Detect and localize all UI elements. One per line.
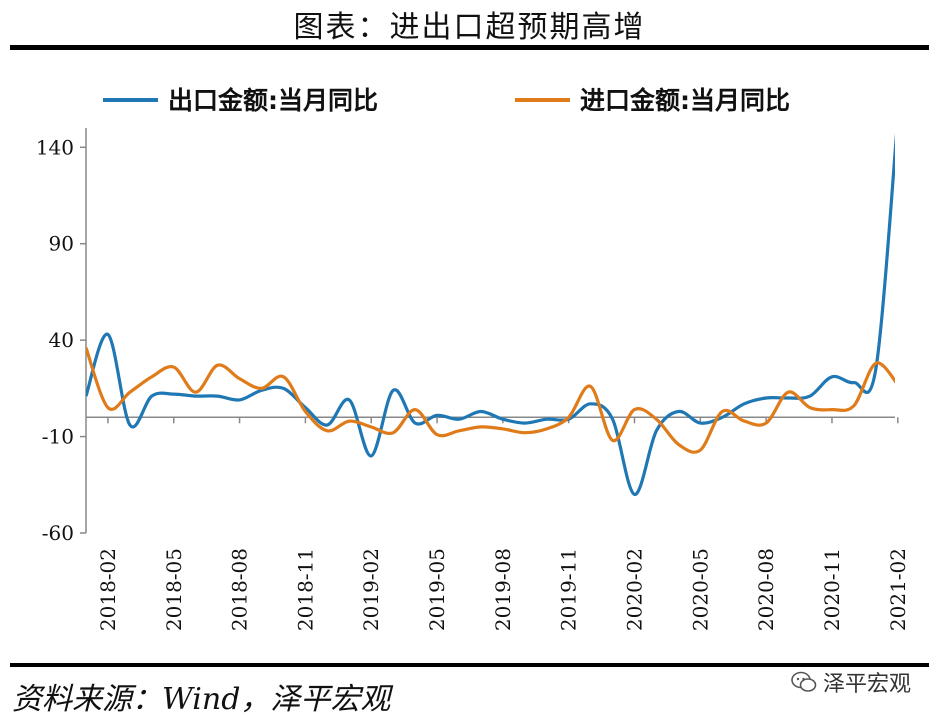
top-rule: [10, 45, 929, 50]
y-tick-label: -10: [42, 425, 74, 449]
x-tick-label: 2018-02: [96, 548, 120, 631]
line-chart: 出口金额:当月同比 进口金额:当月同比 -60 -10 40 90 140 2018-02 2…: [36, 86, 910, 631]
x-tick-label: 2018-11: [293, 548, 317, 631]
y-tick-label: 140: [36, 135, 74, 159]
wechat-icon: [791, 671, 817, 692]
series-line-export: [86, 132, 895, 497]
y-tick-label: 40: [49, 328, 74, 352]
legend-label-export: 出口金额:当月同比: [168, 86, 378, 115]
x-tick-label: 2018-05: [162, 548, 186, 631]
x-tick-label: 2020-05: [688, 548, 712, 631]
source-note: 资料来源：Wind，泽平宏观: [12, 682, 391, 717]
legend: 出口金额:当月同比 进口金额:当月同比: [103, 86, 790, 115]
x-tick-label: 2020-11: [820, 548, 844, 631]
bottom-rule: [10, 663, 929, 667]
watermark-text: 泽平宏观: [822, 672, 911, 697]
series-line-import: [86, 347, 895, 454]
x-tick-label: 2020-08: [754, 548, 778, 631]
x-tick-label: 2020-02: [623, 548, 647, 631]
x-tick-label: 2019-05: [425, 548, 449, 631]
watermark: 泽平宏观: [791, 666, 911, 698]
series-layer: [86, 132, 895, 497]
legend-label-import: 进口金额:当月同比: [580, 86, 790, 115]
x-tick-label: 2019-08: [491, 548, 515, 631]
axes: -60 -10 40 90 140 2018-02 2018-05 2018-08 2018-1…: [36, 128, 910, 631]
y-tick-label: -60: [42, 521, 74, 545]
x-tick-label: 2018-08: [228, 548, 252, 631]
page-title: 图表：进出口超预期高增: [293, 10, 646, 45]
x-tick-label: 2019-11: [557, 548, 581, 631]
y-tick-label: 90: [49, 232, 74, 256]
x-tick-label: 2019-02: [359, 548, 383, 631]
x-tick-label: 2021-02: [886, 548, 910, 631]
